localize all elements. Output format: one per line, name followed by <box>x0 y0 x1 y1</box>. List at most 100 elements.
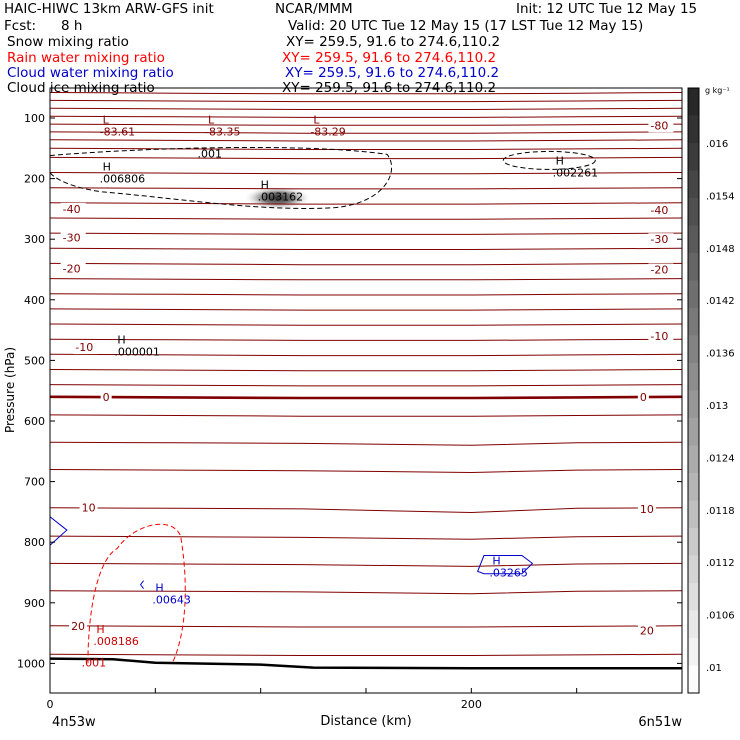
isotherm-line <box>49 247 683 250</box>
extremum-value: .03265 <box>489 566 528 579</box>
isotherm-line <box>49 131 683 134</box>
colorbar-band <box>688 363 699 391</box>
x-left-endpoint: 4n53w <box>52 715 96 730</box>
colorbar-band <box>688 638 699 666</box>
x-tick-label: 0 <box>47 698 54 711</box>
field-xy-cloud-water: XY= 259.5, 91.6 to 274.6,110.2 <box>285 65 500 81</box>
isotherm-label: 10 <box>82 502 96 515</box>
colorbar-band <box>688 170 699 199</box>
isotherm-label: -40 <box>650 204 668 217</box>
isotherm-label-bg <box>648 204 674 218</box>
colorbar-frame <box>687 87 700 694</box>
isotherm-label: -30 <box>650 233 668 246</box>
colorbar-band <box>688 88 699 116</box>
y-tick-label: 1000 <box>17 657 45 670</box>
isotherm-label: -40 <box>63 203 81 216</box>
isotherm-label-bg <box>69 619 88 633</box>
isotherm-label: -30 <box>63 231 81 244</box>
isotherm-label: -80 <box>650 119 668 132</box>
colorbar-band <box>688 665 699 694</box>
colorbar-label: .0124 <box>706 453 735 464</box>
isotherm-line <box>49 441 683 446</box>
extremum-value: .002261 <box>553 166 599 179</box>
isotherm-label-bg <box>648 330 674 344</box>
extremum-letter: H <box>492 554 500 567</box>
isotherm-label-bg <box>648 233 674 247</box>
colorbar-band <box>688 143 699 171</box>
isotherm-line <box>49 147 683 150</box>
isotherm-label-bg <box>637 390 649 404</box>
x-right-endpoint: 6n51w <box>638 715 682 730</box>
isotherm-line <box>49 99 683 103</box>
colorbar-label: .016 <box>706 139 728 150</box>
y-tick-label: 200 <box>24 173 45 186</box>
extremum-value: .003162 <box>258 191 304 204</box>
isotherm-label-bg <box>73 341 99 355</box>
cloud-water-contour <box>476 555 534 575</box>
field-xy-snow: XY= 259.5, 91.6 to 274.6,110.2 <box>286 34 501 50</box>
extremum-value: .006806 <box>100 173 145 186</box>
isotherm-line <box>49 369 683 372</box>
isotherm-line <box>49 262 683 266</box>
colorbar-band <box>688 280 699 309</box>
header-fcst-value: 8 h <box>61 18 83 34</box>
header-org: NCAR/MMM <box>275 1 353 17</box>
y-tick-label: 500 <box>24 354 45 367</box>
extremum-letter: H <box>155 582 163 595</box>
colorbar-label: .0112 <box>706 558 735 569</box>
isotherm-label: 20 <box>640 625 654 638</box>
isotherm-line <box>49 395 683 400</box>
y-tick-label: 900 <box>24 597 45 610</box>
x-axis-label: Distance (km) <box>320 714 411 729</box>
header-valid: Valid: 20 UTC Tue 12 May 15 (17 LST Tue … <box>288 18 644 34</box>
extremum-value: -83.29 <box>310 125 345 138</box>
rain-contour <box>87 523 186 664</box>
isotherm-line <box>49 653 683 656</box>
isotherm-line <box>49 156 683 160</box>
y-tick-label: 100 <box>24 112 45 125</box>
isotherm-line <box>49 217 683 220</box>
extremum-value: .008186 <box>93 635 139 648</box>
isotherm-label-bg <box>648 119 674 133</box>
colorbar-label: .01 <box>706 663 722 674</box>
header-title: HAIC-HIWC 13km ARW-GFS init <box>4 1 214 17</box>
isotherm-label: 10 <box>640 503 654 516</box>
isotherm-line <box>49 535 683 540</box>
colorbar-band <box>688 253 699 281</box>
colorbar-band <box>688 473 699 501</box>
field-xy-rain: XY= 259.5, 91.6 to 274.6,110.2 <box>282 50 497 66</box>
isotherm-line <box>49 353 683 357</box>
field-name-snow: Snow mixing ratio <box>7 34 129 50</box>
isotherm-line <box>49 187 683 190</box>
isotherm-line <box>49 338 683 341</box>
colorbar-band <box>688 308 699 336</box>
colorbar-band <box>688 445 699 474</box>
isotherm-line <box>49 139 683 142</box>
field-name-cloud-water: Cloud water mixing ratio <box>7 65 174 81</box>
extremum-letter: H <box>261 179 269 192</box>
isotherm-label-bg <box>60 262 86 276</box>
field-name-rain: Rain water mixing ratio <box>7 50 165 66</box>
isotherm-label: -10 <box>75 341 93 354</box>
extremum-letter: L <box>208 113 215 126</box>
extremum-letter: L <box>313 113 320 126</box>
colorbar-band <box>688 115 699 144</box>
header-fcst-label: Fcst: <box>4 18 37 34</box>
isotherm-line <box>49 625 683 628</box>
isotherm-line <box>49 562 683 567</box>
terrain-line <box>49 657 682 670</box>
colorbar-band <box>688 335 699 364</box>
isotherm-label: 0 <box>103 391 110 404</box>
snow-contour <box>49 146 392 209</box>
extremum-letter: H <box>117 333 125 346</box>
colorbar-label: .0148 <box>706 244 735 255</box>
isotherm-label-bg <box>60 231 86 245</box>
header-init: Init: 12 UTC Tue 12 May 15 <box>516 1 698 17</box>
colorbar-band <box>688 555 699 584</box>
isotherm-line <box>49 469 683 474</box>
cloud-water-contour <box>139 580 144 589</box>
y-tick-label: 700 <box>24 476 45 489</box>
isotherm-line <box>49 115 683 118</box>
colorbar-band <box>688 390 699 419</box>
isotherm-line <box>49 202 683 205</box>
